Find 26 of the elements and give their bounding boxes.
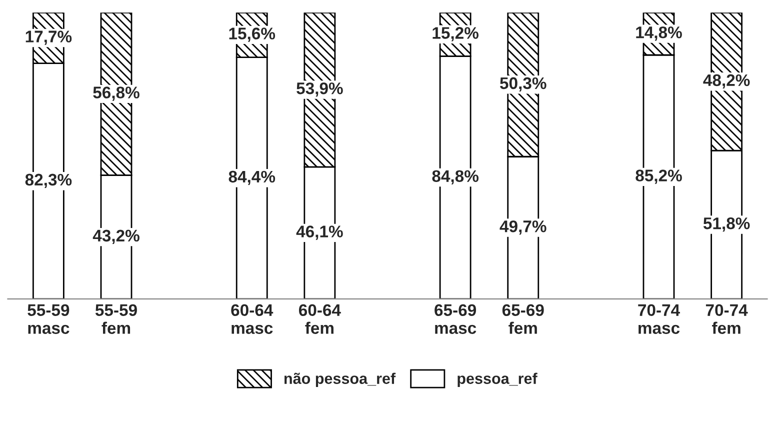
legend-label: pessoa_ref	[458, 372, 538, 387]
data-label: 14,8%	[636, 26, 682, 41]
data-label: 50,3%	[500, 77, 546, 92]
data-label: 84,8%	[432, 170, 479, 184]
data-label: 17,7%	[26, 30, 72, 45]
x-tick-label: 60-64 fem	[298, 304, 341, 334]
data-label: 84,4%	[228, 170, 276, 185]
data-label: 56,8%	[93, 86, 140, 101]
data-label: 43,2%	[92, 230, 140, 244]
data-label: 15,6%	[229, 28, 276, 42]
x-tick-label: 55-59 masc	[28, 304, 70, 334]
legend-label: não pessoa_ref	[284, 372, 396, 387]
data-label: 85,2%	[636, 170, 682, 184]
data-label: 15,2%	[432, 27, 479, 42]
x-tick-label: 70-74 fem	[706, 304, 748, 334]
data-label: 49,7%	[500, 220, 546, 235]
x-tick-label: 55-59 fem	[95, 304, 137, 334]
data-label: 51,8%	[703, 217, 750, 232]
data-label: 48,2%	[703, 74, 750, 89]
x-tick-label: 70-74 masc	[638, 304, 680, 334]
data-label: 53,9%	[296, 82, 343, 97]
x-tick-label: 65-69 masc	[434, 304, 476, 334]
data-label: 46,1%	[296, 226, 343, 240]
x-tick-label: 60-64 masc	[231, 304, 274, 334]
x-tick-label: 65-69 fem	[502, 304, 544, 334]
data-label: 82,3%	[25, 174, 72, 188]
